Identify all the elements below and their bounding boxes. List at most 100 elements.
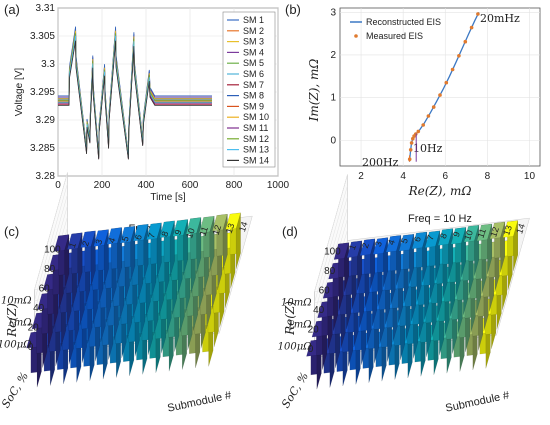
bar xyxy=(359,238,375,289)
legend-entry: SM 8 xyxy=(243,91,264,101)
x-tick-label: 2 xyxy=(358,171,364,182)
y-tick-label: 0 xyxy=(330,135,336,146)
panel-b-x-label: Re(Z), mΩ xyxy=(408,184,472,198)
measured-point xyxy=(457,54,461,58)
soc-tick-label: 0 xyxy=(308,344,314,355)
submodule-tick-label: 4 xyxy=(386,238,397,246)
submodule-tick-label: 12 xyxy=(488,226,501,239)
bar xyxy=(212,214,228,271)
submodule-tick-label: 3 xyxy=(93,238,104,246)
bar xyxy=(146,222,162,279)
submodule-tick-label: 2 xyxy=(360,242,371,250)
z-tick-label: 1mΩ xyxy=(7,318,31,329)
soc-tick-label: 80 xyxy=(324,266,336,277)
panel-d-z-ticks: 100μΩ 1mΩ 10mΩ xyxy=(278,298,312,353)
legend-entry: SM 1 xyxy=(243,15,264,25)
x-tick-label: 0 xyxy=(55,180,61,191)
legend-entry: SM 13 xyxy=(243,145,269,155)
y-tick-label: 3 xyxy=(330,7,336,18)
panel-a-lines xyxy=(58,26,212,160)
measured-point xyxy=(438,93,442,97)
panel-d-soc-ticks: 0 20 40 60 80 100 xyxy=(308,246,342,355)
bar xyxy=(185,217,202,274)
wall-grid xyxy=(314,207,348,325)
submodule-tick-label: 5 xyxy=(399,237,410,245)
submodule-tick-label: 13 xyxy=(224,222,237,235)
panel-c-submodule-ticks: 1 2 3 4 5 6 7 8 9 10 11 12 13 14 xyxy=(67,220,250,249)
measured-point xyxy=(416,129,421,134)
soc-tick-label: 20 xyxy=(28,322,40,333)
legend-measured: Measured EIS xyxy=(366,31,423,41)
panel-a-y-label: Voltage [V] xyxy=(14,68,25,117)
panel-d-title: Freq = 10 Hz xyxy=(408,213,472,225)
submodule-tick-label: 10 xyxy=(462,229,475,242)
submodule-tick-label: 6 xyxy=(133,233,144,241)
wall-grid xyxy=(34,172,68,290)
legend-entry: SM 11 xyxy=(243,123,268,133)
x-tick-label: 1000 xyxy=(267,180,290,191)
legend-entry: SM 10 xyxy=(243,112,269,122)
panel-b-axes xyxy=(339,7,541,167)
bar xyxy=(398,234,414,284)
bar xyxy=(198,216,215,273)
measured-point xyxy=(444,80,449,85)
measured-point xyxy=(409,141,414,145)
y-tick-label: 3.295 xyxy=(30,87,55,98)
wall-grid xyxy=(34,183,68,301)
soc-tick-label: 100 xyxy=(324,246,341,257)
measured-point xyxy=(421,123,426,127)
legend-entry: SM 6 xyxy=(243,69,264,79)
soc-tick-label: 20 xyxy=(308,324,320,335)
submodule-tick-label: 1 xyxy=(347,243,358,251)
legend-entry: SM 2 xyxy=(243,26,264,36)
legend-entry: SM 12 xyxy=(243,134,269,144)
bar xyxy=(385,235,401,286)
bar xyxy=(333,242,349,292)
submodule-tick-label: 11 xyxy=(198,225,210,237)
submodule-tick-label: 7 xyxy=(425,234,436,242)
wall-grid xyxy=(314,196,348,314)
panel-b-measured-points xyxy=(407,12,480,161)
bar xyxy=(489,221,505,273)
submodule-tick-label: 14 xyxy=(514,222,527,235)
panel-b-annotation-marks xyxy=(408,133,417,162)
legend-entry: SM 5 xyxy=(243,58,264,68)
y-tick-label: 2 xyxy=(330,50,336,61)
panel-c-submodule-label: Submodule # xyxy=(166,389,233,414)
panel-a-x-ticks: 0 200 400 600 800 1000 xyxy=(55,180,289,191)
submodule-tick-label: 5 xyxy=(120,235,131,243)
legend-dot-measured xyxy=(354,34,358,38)
panel-c-z-ticks: 100μΩ 1mΩ 10mΩ xyxy=(0,296,32,351)
measured-point xyxy=(426,114,431,118)
x-tick-label: 10 xyxy=(524,171,536,182)
submodule-tick-label: 10 xyxy=(184,227,197,240)
submodule-tick-label: 11 xyxy=(476,227,488,239)
x-tick-label: 4 xyxy=(400,171,406,182)
bar xyxy=(450,227,466,278)
series-line xyxy=(58,40,212,160)
soc-tick-label: 80 xyxy=(44,264,56,275)
legend-entry: SM 3 xyxy=(243,37,264,47)
panel-d-bars xyxy=(306,220,518,390)
panel-b-legend: Reconstructed EIS Measured EIS xyxy=(350,17,441,41)
submodule-tick-label: 13 xyxy=(501,224,514,237)
bar xyxy=(411,231,427,283)
annotation-10hz: 10Hz xyxy=(413,142,443,155)
legend-entry: SM 4 xyxy=(243,47,264,57)
bar xyxy=(172,219,188,276)
panel-b-x-ticks: 2 4 6 8 10 xyxy=(358,171,535,182)
panel-a-label: (a) xyxy=(4,2,20,17)
submodule-tick-label: 6 xyxy=(412,235,423,243)
panel-b: (b) 0 1 2 3 2 4 6 8 10 Re(Z), mΩ Im(Z), mΩ Reco… xyxy=(285,2,541,198)
submodule-tick-label: 9 xyxy=(451,230,462,238)
submodule-tick-label: 8 xyxy=(159,230,170,238)
bar xyxy=(346,240,362,291)
y-tick-label: 3.285 xyxy=(30,143,55,154)
submodule-tick-label: 8 xyxy=(438,232,449,240)
soc-tick-label: 100 xyxy=(44,244,61,255)
legend-entry: SM 14 xyxy=(243,155,269,165)
y-tick-label: 3.31 xyxy=(36,3,56,14)
bar xyxy=(66,232,83,289)
submodule-tick-label: 7 xyxy=(146,232,157,240)
annotation-20mhz: 20mHz xyxy=(480,12,520,25)
